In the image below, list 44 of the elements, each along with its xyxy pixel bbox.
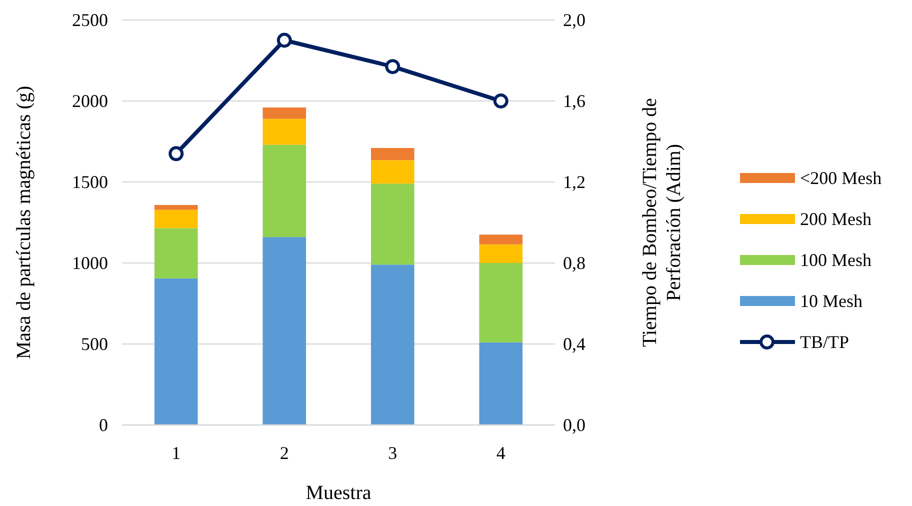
y2-tick-label: 0,4: [563, 334, 586, 354]
y2-tick-label: 2,0: [563, 10, 586, 30]
bar: [154, 228, 198, 278]
bar: [370, 160, 414, 184]
y2-tick-label: 1,6: [563, 91, 586, 111]
legend-label: 10 Mesh: [800, 291, 862, 311]
y-axis-title: Masa de partículas magnéticas (g): [13, 86, 35, 360]
bar: [370, 184, 414, 265]
bar: [479, 244, 523, 263]
y2-tick-label: 1,2: [563, 172, 586, 192]
y-tick-label: 1000: [72, 253, 108, 273]
bar: [262, 107, 306, 119]
bar: [370, 264, 414, 425]
point: [493, 94, 508, 108]
y2-tick-label: 0,0: [563, 415, 586, 435]
y2-tick-label: 0,8: [563, 253, 586, 273]
legend-label: 100 Mesh: [800, 250, 872, 270]
legend-label: <200 Mesh: [800, 168, 882, 188]
bar: [154, 210, 198, 228]
x-tick-label: 3: [388, 443, 398, 463]
point: [385, 59, 400, 74]
bar: [154, 278, 198, 425]
legend-label: 200 Mesh: [800, 209, 872, 229]
y2-axis-title: Tiempo de Bombeo/Tiempo de Perforación (Adim): [639, 98, 685, 348]
y-tick-label: 2000: [72, 91, 108, 111]
x-tick-label: 1: [172, 443, 181, 463]
bar: [154, 205, 198, 210]
x-tick-label: 4: [496, 443, 506, 463]
y-tick-label: 500: [81, 334, 108, 354]
x-tick-label: 2: [280, 443, 289, 463]
bar: [479, 342, 523, 425]
point: [168, 146, 184, 162]
legend-label: TB/TP: [800, 332, 850, 352]
bar: [479, 234, 523, 244]
point: [276, 32, 292, 48]
bar: [262, 144, 306, 238]
y-tick-label: 0: [99, 415, 108, 435]
y-tick-label: 1500: [72, 172, 108, 192]
bar: [262, 237, 306, 425]
y-tick-label: 2500: [72, 10, 108, 30]
x-axis-title: Muestra: [306, 482, 372, 504]
bar: [262, 118, 306, 145]
bar: [370, 148, 414, 160]
bar: [479, 263, 523, 342]
